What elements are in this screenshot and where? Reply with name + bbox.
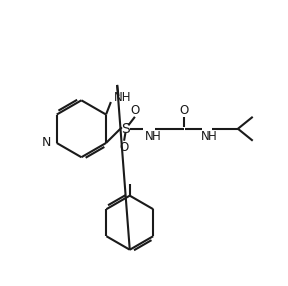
Text: H: H [208,130,217,143]
Text: S: S [121,122,130,136]
Text: O: O [131,104,140,117]
Text: NH: NH [114,91,131,104]
Text: N: N [145,130,154,143]
Text: O: O [120,141,129,154]
Text: N: N [201,130,210,143]
Text: O: O [179,104,188,117]
Text: H: H [151,130,160,143]
Text: N: N [42,136,52,150]
